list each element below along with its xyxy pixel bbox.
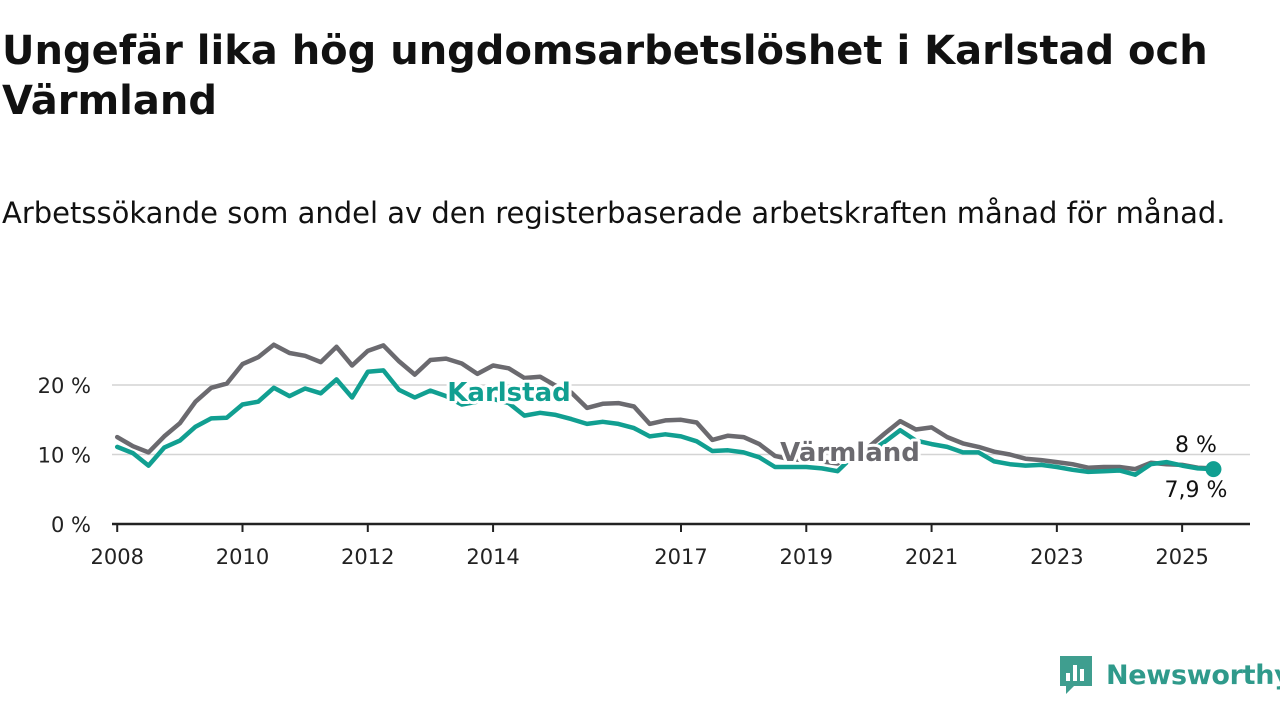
series-line-karlstad	[114, 368, 1216, 477]
x-tick-label: 2008	[90, 545, 143, 569]
x-axis: 2008 2010 2012 2014 2017 2019 2021 2023 2025	[90, 522, 1250, 569]
x-tick-label: 2010	[216, 545, 269, 569]
end-point-karlstad	[1205, 461, 1222, 478]
series-label-karlstad: Karlstad	[447, 378, 571, 408]
x-tick-label: 2023	[1030, 545, 1083, 569]
x-tick-label: 2012	[341, 545, 394, 569]
series-label-varmland: Värmland	[780, 438, 920, 468]
end-label-karlstad: 7,9 %	[1165, 478, 1228, 503]
newsworthy-logo[interactable]: Newsworthy	[1058, 654, 1280, 696]
y-axis-labels: 0 % 10 % 20 %	[38, 374, 91, 537]
gridlines	[112, 384, 1250, 456]
chart-title: Ungefär lika hög ungdomsarbetslöshet i K…	[2, 28, 1208, 124]
brand-name: Newsworthy	[1106, 659, 1280, 691]
y-tick-label: 0 %	[51, 513, 91, 537]
y-tick-label: 10 %	[38, 444, 91, 468]
series-label-karlstad-halo: Karlstad	[447, 378, 571, 408]
series-lines	[114, 342, 1216, 477]
y-tick-label: 20 %	[38, 374, 91, 398]
x-tick-label: 2021	[905, 545, 958, 569]
x-tick-label: 2025	[1155, 545, 1208, 569]
series-line-värmland	[114, 342, 1216, 472]
series-label-varmland-halo: Värmland	[780, 438, 920, 468]
x-tick-label: 2019	[780, 545, 833, 569]
x-tick-label: 2014	[466, 545, 519, 569]
x-tick-label: 2017	[654, 545, 707, 569]
line-chart: 0 % 10 % 20 % 2008 2010 2012 2014 2017 2019 2021…	[38, 342, 1250, 569]
bar-chart-speech-bubble-icon	[1060, 656, 1092, 694]
end-label-varmland: 8 %	[1175, 433, 1217, 458]
chart-subtitle: Arbetssökande som andel av den registerb…	[2, 196, 1226, 230]
